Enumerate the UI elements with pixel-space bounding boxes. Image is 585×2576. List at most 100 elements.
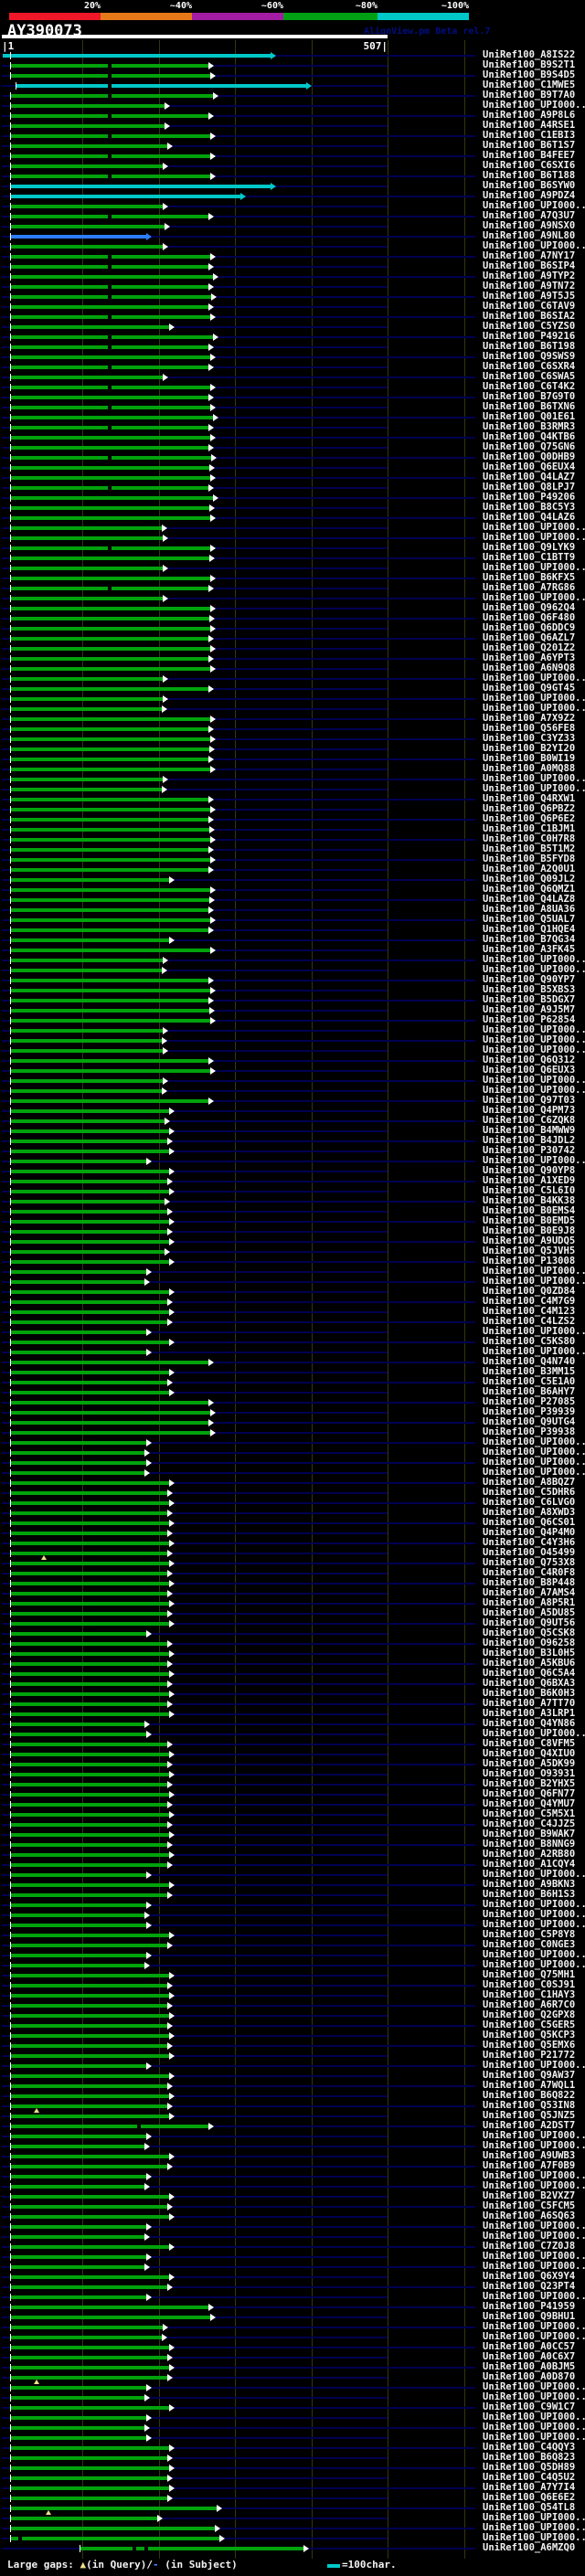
hsp-bar[interactable] <box>11 747 209 751</box>
subject-label[interactable]: UniRef100_A7NY17 <box>483 250 576 261</box>
subject-label[interactable]: UniRef100_UPI000.. <box>483 1959 585 1970</box>
hsp-bar[interactable] <box>11 1642 167 1646</box>
subject-label[interactable]: UniRef100_Q4YN86 <box>483 1718 576 1729</box>
hsp-bar[interactable] <box>11 1089 162 1093</box>
subject-label[interactable]: UniRef100_B7G9T0 <box>483 391 576 402</box>
subject-label[interactable]: UniRef100_C4M7G9 <box>483 1296 576 1307</box>
hsp-bar[interactable] <box>11 949 210 952</box>
subject-label[interactable]: UniRef100_Q8LPJ7 <box>483 482 576 493</box>
subject-label[interactable]: UniRef100_B5XBS3 <box>483 984 576 995</box>
subject-label[interactable]: UniRef100_UPI000.. <box>483 1436 585 1447</box>
hsp-bar[interactable] <box>11 959 163 962</box>
hsp-bar[interactable] <box>11 466 209 470</box>
subject-label[interactable]: UniRef100_B0WI19 <box>483 753 576 764</box>
hsp-bar[interactable] <box>11 1079 163 1083</box>
hsp-bar[interactable] <box>11 2165 167 2168</box>
subject-label[interactable]: UniRef100_B4FEE7 <box>483 150 576 161</box>
subject-label[interactable]: UniRef100_Q6EUX3 <box>483 1065 576 1076</box>
subject-label[interactable]: UniRef100_C6TAV9 <box>483 301 576 312</box>
hsp-bar[interactable] <box>11 1361 208 1364</box>
subject-label[interactable]: UniRef100_B5FYD8 <box>483 853 576 864</box>
subject-label[interactable]: UniRef100_UPI000.. <box>483 1728 585 1739</box>
subject-label[interactable]: UniRef100_C0NGE3 <box>483 1939 576 1950</box>
subject-label[interactable]: UniRef100_UPI000.. <box>483 522 585 533</box>
hsp-bar[interactable] <box>11 1481 169 1485</box>
subject-label[interactable]: UniRef100_Q6F480 <box>483 612 576 623</box>
subject-label[interactable]: UniRef100_A9PDZ4 <box>483 190 576 201</box>
hsp-bar[interactable] <box>11 275 213 279</box>
subject-label[interactable]: UniRef100_C6ZQK8 <box>483 1115 576 1126</box>
hsp-bar[interactable] <box>11 2024 167 2028</box>
hsp-bar[interactable] <box>11 1843 167 1847</box>
subject-label[interactable]: UniRef100_Q962Q4 <box>483 602 576 613</box>
hsp-bar[interactable] <box>11 637 208 641</box>
hsp-bar[interactable] <box>11 1934 169 1937</box>
subject-label[interactable]: UniRef100_B9WAK7 <box>483 1829 576 1839</box>
subject-label[interactable]: UniRef100_A5DK99 <box>483 1758 576 1769</box>
hsp-bar[interactable] <box>11 2446 169 2450</box>
subject-label[interactable]: UniRef100_Q5DH89 <box>483 2462 576 2473</box>
hsp-bar[interactable] <box>11 1863 167 1867</box>
hsp-bar[interactable] <box>11 557 209 560</box>
hsp-bar[interactable] <box>11 1833 169 1837</box>
hsp-bar[interactable] <box>11 2275 169 2279</box>
hsp-bar[interactable] <box>11 2507 217 2510</box>
hsp-bar[interactable] <box>11 325 169 329</box>
hsp-bar[interactable] <box>11 1491 167 1495</box>
subject-label[interactable]: UniRef100_C1MWE5 <box>483 80 576 90</box>
hsp-bar[interactable] <box>11 1411 210 1415</box>
subject-label[interactable]: UniRef100_Q4RXW1 <box>483 793 576 804</box>
hsp-bar[interactable] <box>11 2496 167 2500</box>
subject-label[interactable]: UniRef100_A9NL80 <box>483 230 576 241</box>
hsp-bar[interactable] <box>11 1501 169 1505</box>
subject-label[interactable]: UniRef100_C5M5X1 <box>483 1808 576 1819</box>
subject-label[interactable]: UniRef100_Q5KCP3 <box>483 2030 576 2041</box>
subject-label[interactable]: UniRef100_C6SXI6 <box>483 160 576 171</box>
subject-label[interactable]: UniRef100_Q56FE8 <box>483 723 576 734</box>
hsp-bar[interactable] <box>11 2476 167 2480</box>
hsp-bar[interactable] <box>11 1049 163 1053</box>
hsp-bar[interactable] <box>11 2265 144 2269</box>
subject-label[interactable]: UniRef100_A8UA36 <box>483 904 576 915</box>
subject-label[interactable]: UniRef100_A6N9Q8 <box>483 663 576 673</box>
subject-label[interactable]: UniRef100_UPI000.. <box>483 964 585 975</box>
subject-label[interactable]: UniRef100_P41959 <box>483 2301 576 2312</box>
hsp-bar[interactable] <box>11 677 163 681</box>
subject-label[interactable]: UniRef100_Q9LYK9 <box>483 542 576 553</box>
hsp-bar[interactable] <box>11 2346 169 2349</box>
subject-label[interactable]: UniRef100_UPI000.. <box>483 1044 585 1055</box>
subject-label[interactable]: UniRef100_UPI000.. <box>483 240 585 251</box>
hsp-bar[interactable] <box>11 1240 169 1244</box>
subject-label[interactable]: UniRef100_P49216 <box>483 331 576 342</box>
subject-label[interactable]: UniRef100_A8IS22 <box>483 49 576 60</box>
hsp-bar[interactable] <box>11 195 240 198</box>
subject-label[interactable]: UniRef100_C5YZS0 <box>483 321 576 332</box>
hsp-bar[interactable] <box>11 788 162 791</box>
hsp-bar[interactable] <box>11 1632 146 1636</box>
subject-label[interactable]: UniRef100_O96258 <box>483 1638 576 1648</box>
subject-label[interactable]: UniRef100_Q6CS01 <box>483 1517 576 1528</box>
subject-label[interactable]: UniRef100_UPI000.. <box>483 1276 585 1287</box>
hsp-bar[interactable] <box>11 868 208 872</box>
hsp-bar[interactable] <box>11 2135 146 2138</box>
subject-label[interactable]: UniRef100_C5L6I0 <box>483 1185 576 1196</box>
subject-label[interactable]: UniRef100_Q753X8 <box>483 1557 576 1568</box>
hsp-bar[interactable] <box>11 2014 169 2018</box>
subject-label[interactable]: UniRef100_Q0DHB9 <box>483 451 576 462</box>
hsp-bar[interactable] <box>11 1210 167 1214</box>
hsp-bar[interactable] <box>11 1974 169 1977</box>
subject-label[interactable]: UniRef100_A3LRP1 <box>483 1708 576 1719</box>
subject-label[interactable]: UniRef100_A3FK45 <box>483 944 576 955</box>
hsp-bar[interactable] <box>11 1803 167 1807</box>
hsp-bar[interactable] <box>11 1170 169 1173</box>
hsp-bar[interactable] <box>11 707 162 711</box>
subject-label[interactable]: UniRef100_Q0ZD84 <box>483 1286 576 1297</box>
subject-label[interactable]: UniRef100_Q2GPX8 <box>483 2009 576 2020</box>
subject-label[interactable]: UniRef100_UPI000.. <box>483 200 585 211</box>
hsp-bar[interactable] <box>11 1984 167 1988</box>
hsp-bar[interactable] <box>11 597 163 600</box>
subject-label[interactable]: UniRef100_Q90YP8 <box>483 1165 576 1176</box>
hsp-bar[interactable] <box>11 2195 169 2199</box>
hsp-bar[interactable] <box>11 1964 144 1967</box>
hsp-bar[interactable] <box>11 2366 169 2369</box>
